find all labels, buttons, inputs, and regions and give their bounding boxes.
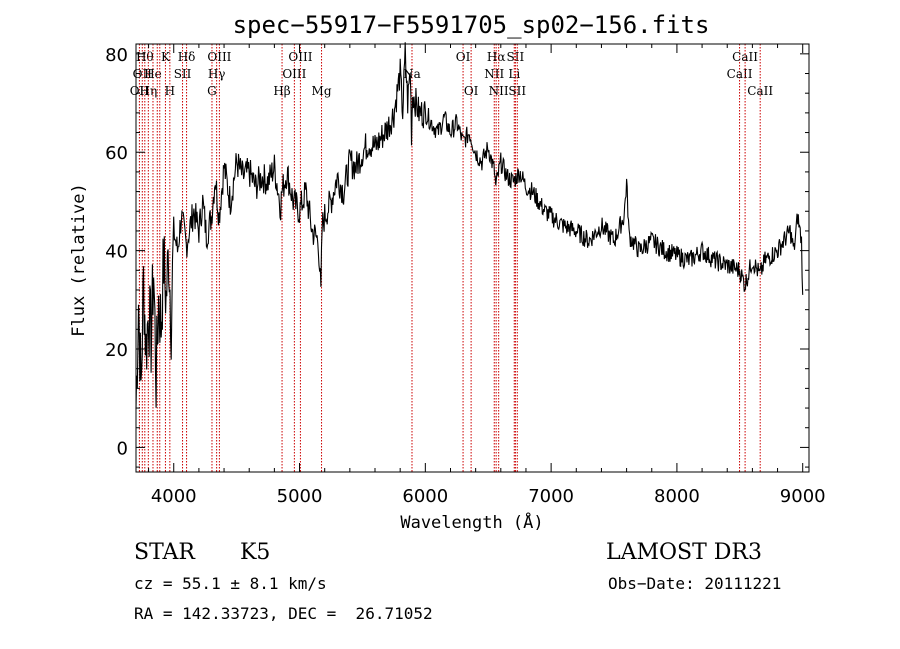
spectral-line-label: CaII (747, 84, 773, 98)
spectral-line-label: Mg (312, 84, 332, 98)
spectral-line-label: NII (489, 84, 509, 98)
spectral-line-label: Li (508, 67, 520, 81)
spectral-line-label: H (165, 84, 175, 98)
chart-title: spec−55917−F5591705_sp02−156.fits (233, 11, 710, 39)
spectral-line-label: Hθ (136, 50, 154, 64)
spectral-line-label: K (161, 50, 171, 64)
spectral-line-label: Na (403, 67, 421, 81)
y-tick-label: 60 (105, 143, 128, 164)
spectral-line-label: OI (464, 84, 479, 98)
axes: 4000 5000 6000 7000 8000 9000 0 20 40 60 80 (105, 43, 826, 507)
x-axis-label: Wavelength (Å) (400, 511, 543, 533)
spectral-line-label: OII (133, 67, 153, 81)
spectral-line-label: Hη (139, 84, 157, 98)
redshift-cz: cz = 55.1 ± 8.1 km/s (134, 574, 327, 593)
x-tick-label: 8000 (654, 486, 700, 507)
x-tick-label: 4000 (151, 486, 197, 507)
spectral-line-label: CaII (727, 67, 753, 81)
coordinates: RA = 142.33723, DEC = 26.71052 (134, 604, 433, 623)
plot-frame (135, 43, 810, 473)
x-tick-label: 5000 (277, 486, 323, 507)
y-tick-label: 20 (105, 340, 128, 361)
object-subclass: K5 (240, 540, 271, 565)
spectral-line-label: SII (507, 50, 525, 64)
x-tick-label: 7000 (528, 486, 574, 507)
y-tick-label: 40 (105, 242, 128, 263)
y-tick-label: 0 (117, 438, 128, 459)
object-class: STAR (134, 540, 195, 565)
spectral-line-label: Hβ (273, 84, 290, 98)
spectrum-line (135, 42, 804, 409)
y-axis-label: Flux (relative) (69, 183, 89, 337)
spectral-line-label: NII (484, 67, 504, 81)
spectral-lines: OIIOIIHθHηHeKHSIIHδGHγOIIIHβOIIIOIIIMgNa… (130, 44, 773, 472)
x-tick-label: 6000 (402, 486, 448, 507)
survey-name: LAMOST DR3 (606, 540, 762, 565)
spectral-line-label: Hδ (178, 50, 196, 64)
spectral-line-label: G (207, 84, 217, 98)
observation-date: Obs−Date: 20111221 (608, 574, 782, 593)
spectrum-series (135, 42, 804, 409)
spectral-line-label: CaII (732, 50, 758, 64)
spectral-line-label: OIII (282, 67, 306, 81)
spectral-line-label: SII (174, 67, 192, 81)
spectral-line-label: Hα (487, 50, 506, 64)
spectral-line-label: SII (508, 84, 526, 98)
spectral-line-label: OI (456, 50, 471, 64)
spectral-line-label: He (144, 67, 162, 81)
y-tick-label: 80 (105, 45, 128, 66)
spectral-line-label: OIII (288, 50, 312, 64)
spectral-line-label: Hγ (208, 67, 226, 81)
spectral-line-label: OIII (207, 50, 231, 64)
x-tick-label: 9000 (780, 486, 826, 507)
